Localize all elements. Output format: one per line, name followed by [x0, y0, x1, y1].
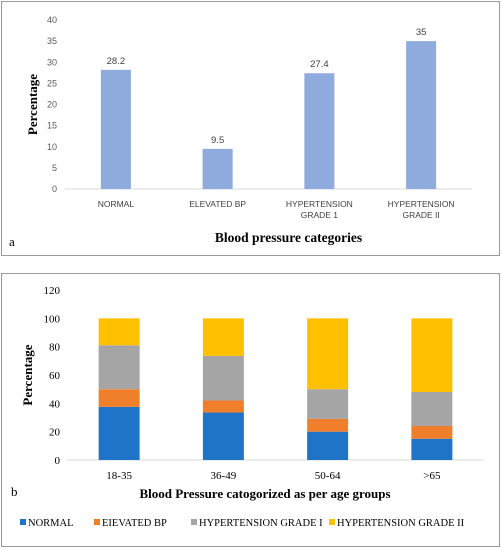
legend-swatch	[329, 519, 335, 525]
y-tick-label: 25	[47, 78, 57, 88]
y-tick-label: 35	[47, 36, 57, 46]
x-axis-title: Blood pressure categories	[215, 230, 362, 245]
bar-segment	[202, 318, 244, 356]
legend-label: NORMAL	[28, 518, 74, 529]
legend-item: HYPERTENSION GRADE I	[191, 518, 323, 529]
y-tick-label: 30	[47, 57, 57, 67]
y-tick-label: 40	[49, 398, 61, 410]
x-tick-label: 18-35	[106, 470, 132, 482]
y-tick-label: 80	[49, 342, 61, 354]
bar-segment	[202, 400, 244, 413]
panel-label: a	[9, 234, 15, 249]
bar-segment	[98, 318, 140, 346]
x-tick-label: HYPERTENSION	[286, 199, 353, 209]
bar-segment	[307, 389, 349, 419]
bar-segment	[411, 318, 453, 392]
y-tick-label: 100	[44, 313, 61, 325]
legend-item: EIEVATED BP	[94, 518, 167, 529]
bar-segment	[202, 412, 244, 460]
x-tick-label: GRADE 1	[301, 210, 339, 220]
chart-a-svg: 0 5 10 15 20 25 30 35 40 28.2 NORMAL 9.5 ELEVATED BP…	[9, 15, 472, 249]
y-tick-label: 120	[44, 285, 61, 297]
legend-swatch	[191, 519, 197, 525]
bar	[202, 148, 233, 189]
bar-segment	[98, 406, 140, 460]
bar	[406, 41, 437, 189]
legend-swatch	[20, 519, 26, 525]
legend-label: EIEVATED BP	[102, 518, 167, 529]
chart-panel-b: 0 20 40 60 80 100 120 18-35 36-49 50-64 >65 Percent…	[1, 273, 500, 547]
bar-segment	[307, 431, 349, 460]
x-tick-label: ELEVATED BP	[189, 199, 246, 209]
data-label: 28.2	[107, 56, 126, 67]
bar	[304, 73, 335, 189]
x-tick-label: 50-64	[315, 470, 341, 482]
bar-segment	[98, 389, 140, 407]
data-label: 35	[416, 27, 427, 38]
bar	[100, 69, 131, 189]
x-tick-label: GRADE II	[402, 210, 439, 220]
x-axis-title: Blood Pressure catogorized as per age gr…	[139, 486, 390, 501]
bar-segment	[98, 345, 140, 390]
legend-item: HYPERTENSION GRADE II	[329, 518, 465, 529]
bar-segment	[307, 418, 349, 432]
y-tick-label: 5	[52, 163, 57, 173]
bar-segment	[411, 438, 453, 460]
y-axis-title: Percentage	[25, 74, 40, 135]
data-label: 27.4	[310, 59, 329, 70]
chart-panel-a: 0 5 10 15 20 25 30 35 40 28.2 NORMAL 9.5 ELEVATED BP…	[1, 1, 500, 256]
bar-segment	[411, 426, 453, 439]
y-tick-label: 0	[55, 455, 61, 467]
y-tick-label: 0	[52, 184, 57, 194]
y-tick-label: 10	[47, 142, 57, 152]
bar-segment	[411, 392, 453, 426]
legend-swatch	[94, 519, 100, 525]
bar-segment	[202, 355, 244, 401]
y-tick-label: 20	[49, 427, 61, 439]
y-tick-label: 15	[47, 121, 57, 131]
chart-b-svg: 0 20 40 60 80 100 120 18-35 36-49 50-64 >65 Percent…	[11, 285, 484, 529]
y-tick-label: 20	[47, 100, 57, 110]
legend-item: NORMAL	[20, 518, 74, 529]
bar-segment	[307, 318, 349, 390]
y-axis-title: Percentage	[20, 344, 35, 405]
y-tick-label: 40	[47, 15, 57, 25]
panel-label: b	[11, 484, 18, 499]
legend-label: HYPERTENSION GRADE II	[337, 518, 465, 529]
legend-label: HYPERTENSION GRADE I	[199, 518, 323, 529]
x-tick-label: >65	[423, 470, 441, 482]
x-tick-label: 36-49	[211, 470, 237, 482]
x-tick-label: HYPERTENSION	[388, 199, 455, 209]
data-label: 9.5	[211, 135, 224, 146]
x-tick-label: NORMAL	[98, 199, 135, 209]
y-tick-label: 60	[49, 370, 61, 382]
